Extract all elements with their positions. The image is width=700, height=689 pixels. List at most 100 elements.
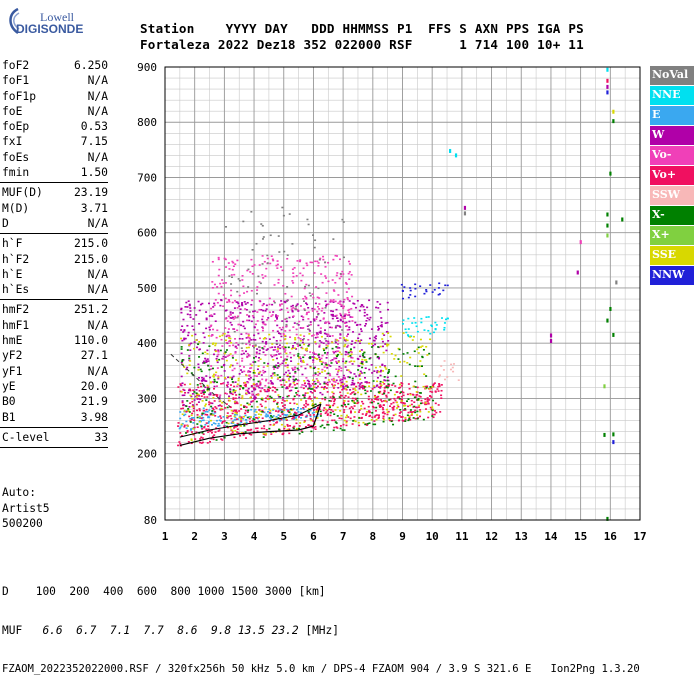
echo-point bbox=[309, 366, 312, 369]
echo-point bbox=[233, 330, 236, 333]
echo-point bbox=[238, 415, 241, 418]
echo-point bbox=[303, 287, 306, 290]
echo-point bbox=[332, 238, 335, 240]
echo-point bbox=[394, 354, 397, 357]
echo-point bbox=[424, 402, 427, 404]
echo-point bbox=[204, 424, 207, 426]
echo-point bbox=[416, 365, 419, 368]
echo-point bbox=[248, 375, 251, 377]
echo-point bbox=[433, 410, 436, 412]
echo-point bbox=[224, 351, 227, 353]
echo-point bbox=[338, 396, 341, 398]
echo-point bbox=[261, 378, 264, 381]
echo-point bbox=[280, 411, 283, 413]
echo-point bbox=[191, 334, 194, 337]
echo-point bbox=[217, 416, 220, 418]
echo-point bbox=[336, 427, 339, 429]
echo-point bbox=[245, 392, 248, 395]
echo-point bbox=[257, 332, 260, 335]
echo-point bbox=[234, 430, 237, 432]
echo-point bbox=[249, 370, 252, 373]
echo-point bbox=[284, 292, 287, 295]
echo-point bbox=[401, 290, 404, 292]
echo-point bbox=[341, 429, 344, 431]
echo-point bbox=[311, 426, 314, 429]
echo-point bbox=[342, 402, 345, 404]
echo-point bbox=[319, 358, 322, 361]
echo-point bbox=[229, 366, 232, 368]
echo-point bbox=[352, 302, 355, 305]
echo-point bbox=[180, 375, 183, 378]
echo-point bbox=[379, 325, 382, 327]
echo-point bbox=[305, 400, 308, 402]
echo-point bbox=[304, 392, 307, 394]
echo-point bbox=[307, 411, 310, 413]
echo-point bbox=[256, 311, 259, 313]
header-label-pps: PPS bbox=[506, 21, 530, 36]
echo-point bbox=[438, 384, 441, 387]
echo-point bbox=[232, 397, 235, 399]
echo-point bbox=[313, 272, 316, 274]
echo-point bbox=[412, 335, 415, 338]
echo-point bbox=[191, 400, 194, 403]
echo-point bbox=[186, 431, 189, 433]
echo-point bbox=[342, 317, 345, 320]
echo-point bbox=[284, 414, 287, 416]
echo-point bbox=[207, 416, 210, 419]
echo-point bbox=[401, 390, 404, 393]
echo-point bbox=[416, 386, 419, 389]
echo-point bbox=[402, 391, 405, 394]
echo-point bbox=[280, 423, 283, 426]
echo-point bbox=[335, 346, 338, 348]
echo-point bbox=[230, 409, 233, 412]
echo-point bbox=[230, 294, 233, 297]
echo-point bbox=[301, 373, 304, 376]
echo-point bbox=[384, 343, 387, 345]
echo-point bbox=[208, 326, 211, 329]
echo-point bbox=[315, 332, 318, 334]
echo-point bbox=[196, 426, 199, 428]
echo-point bbox=[311, 402, 314, 405]
y-tick-label: 700 bbox=[137, 171, 157, 184]
echo-point bbox=[230, 429, 233, 431]
echo-point bbox=[316, 310, 319, 313]
echo-point bbox=[319, 413, 322, 415]
echo-point bbox=[318, 308, 321, 310]
echo-point bbox=[288, 384, 291, 386]
echo-point bbox=[389, 389, 392, 392]
echo-point bbox=[315, 353, 318, 356]
echo-point bbox=[376, 370, 379, 372]
echo-point bbox=[218, 424, 221, 427]
echo-point bbox=[398, 348, 401, 351]
echo-point bbox=[256, 329, 259, 331]
echo-point bbox=[256, 368, 259, 371]
param-value: 33 bbox=[94, 430, 108, 444]
echo-point bbox=[354, 306, 357, 309]
echo-point bbox=[385, 396, 388, 398]
echo-point bbox=[228, 395, 231, 398]
echo-point bbox=[365, 319, 368, 322]
echo-point bbox=[195, 396, 198, 398]
echo-point bbox=[180, 346, 183, 348]
echo-point bbox=[214, 406, 217, 408]
echo-point bbox=[262, 366, 265, 368]
echo-point bbox=[247, 286, 250, 288]
param-name: foE bbox=[2, 104, 23, 118]
echo-point bbox=[368, 337, 371, 340]
echo-point bbox=[254, 339, 257, 341]
echo-point bbox=[347, 400, 350, 403]
echo-point bbox=[404, 409, 407, 411]
footer-d-value: 3000 bbox=[264, 585, 292, 598]
y-tick-label: 200 bbox=[137, 448, 157, 461]
echo-point bbox=[379, 390, 382, 393]
echo-point bbox=[397, 347, 400, 350]
echo-point bbox=[363, 356, 366, 359]
echo-point bbox=[286, 429, 289, 431]
echo-point bbox=[397, 405, 400, 408]
echo-point bbox=[443, 326, 446, 329]
header-value-station: Fortaleza bbox=[140, 37, 211, 52]
echo-point bbox=[331, 341, 334, 344]
echo-point bbox=[210, 314, 213, 316]
echo-point bbox=[286, 364, 289, 367]
param-name: B1 bbox=[2, 410, 16, 424]
